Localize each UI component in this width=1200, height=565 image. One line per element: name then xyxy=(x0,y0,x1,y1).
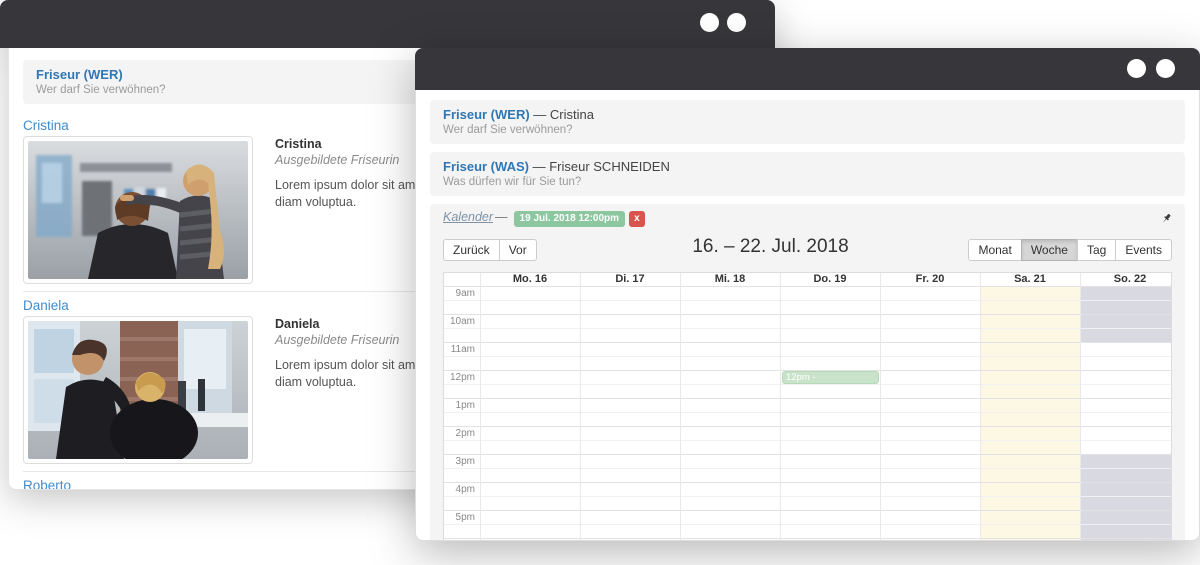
staff-link-cristina[interactable]: Cristina xyxy=(23,118,69,133)
column-divider xyxy=(480,273,481,540)
day-header-di: Di. 17 xyxy=(615,273,645,285)
staff-row: Cristina Ausgebildete Friseurin Lorem ip… xyxy=(23,136,760,284)
window-control-dot[interactable] xyxy=(1127,59,1146,78)
pushpin-icon[interactable] xyxy=(1159,212,1173,226)
staff-item-roberto: Roberto xyxy=(23,472,760,490)
window-control-dot[interactable] xyxy=(1156,59,1175,78)
next-week-button[interactable]: Vor xyxy=(498,239,537,261)
calendar-view-group: Monat Woche Tag Events xyxy=(968,239,1172,261)
staff-detail-role: Ausgebildete Friseurin xyxy=(275,333,400,347)
staff-photo-daniela[interactable] xyxy=(23,316,253,464)
column-divider xyxy=(580,273,581,540)
day-header-mi: Mi. 18 xyxy=(714,273,746,285)
view-day-button[interactable]: Tag xyxy=(1076,239,1117,261)
right-window-body: Friseur (WER) — Cristina Wer darf Sie ve… xyxy=(415,90,1200,541)
salon-photo-illustration xyxy=(28,321,248,459)
staff-link-daniela[interactable]: Daniela xyxy=(23,298,69,313)
day-header-do: Do. 19 xyxy=(813,273,847,285)
window-control-dot[interactable] xyxy=(700,13,719,32)
view-month-button[interactable]: Monat xyxy=(968,239,1022,261)
column-divider xyxy=(1080,273,1081,540)
step-was-subtitle: Was dürfen wir für Sie tun? xyxy=(443,176,582,188)
step-was-title: Friseur (WAS) — Friseur SCHNEIDEN xyxy=(443,158,1172,175)
view-events-button[interactable]: Events xyxy=(1115,239,1172,261)
calendar-nav-group: Zurück Vor xyxy=(443,239,537,261)
day-header-mo: Mo. 16 xyxy=(512,273,548,285)
hour-gridlines xyxy=(444,286,1171,540)
column-divider xyxy=(680,273,681,540)
staff-detail-role: Ausgebildete Friseurin xyxy=(275,153,400,167)
time-label: 10am xyxy=(449,316,475,327)
step-panel-kalender: Kalender — 19 Jul. 2018 12:00pm x Zurück Vo… xyxy=(430,204,1185,541)
column-divider xyxy=(880,273,881,540)
day-header-so: So. 22 xyxy=(1113,273,1147,285)
description-line: diam voluptua. xyxy=(275,195,357,209)
dash-separator: — xyxy=(495,210,508,224)
step-selection: — Friseur SCHNEIDEN xyxy=(532,159,670,174)
step-wer-title: Friseur (WER) — Cristina xyxy=(443,106,1172,123)
column-divider xyxy=(980,273,981,540)
staff-row: Daniela Ausgebildete Friseurin Lorem ips… xyxy=(23,316,760,464)
remove-selection-button[interactable]: x xyxy=(629,211,645,227)
week-calendar-grid[interactable]: Mo. 16 Di. 17 Mi. 18 Do. 19 Fr. 20 Sa. 2… xyxy=(443,272,1172,541)
left-window-titlebar xyxy=(0,0,775,48)
staff-item-daniela: Daniela xyxy=(23,292,760,472)
time-label: 3pm xyxy=(455,456,475,467)
selected-slot-badge: 19 Jul. 2018 12:00pm xyxy=(513,211,626,227)
staff-item-cristina: Cristina xyxy=(23,112,760,292)
step-wer-subtitle: Wer darf Sie verwöhnen? xyxy=(443,124,573,136)
right-window-titlebar xyxy=(415,48,1200,90)
column-divider xyxy=(780,273,781,540)
staff-detail-name: Daniela xyxy=(275,317,320,331)
prev-week-button[interactable]: Zurück xyxy=(443,239,500,261)
kalender-header: Kalender — 19 Jul. 2018 12:00pm x xyxy=(443,210,1172,229)
staff-link-roberto[interactable]: Roberto xyxy=(23,478,72,490)
step-selection: — Cristina xyxy=(533,107,594,122)
day-header-sa: Sa. 21 xyxy=(1014,273,1046,285)
day-header-fr: Fr. 20 xyxy=(915,273,945,285)
calendar-title: 16. – 22. Jul. 2018 xyxy=(692,236,849,257)
time-label: 2pm xyxy=(455,428,475,439)
step-wer-title: Friseur (WER) xyxy=(36,67,123,82)
description-line: diam voluptua. xyxy=(275,375,357,389)
salon-photo-illustration xyxy=(28,141,248,279)
step-label: Friseur (WER) xyxy=(443,107,530,122)
window-control-dot[interactable] xyxy=(727,13,746,32)
step-panel-was-summary[interactable]: Friseur (WAS) — Friseur SCHNEIDEN Was dü… xyxy=(430,152,1185,196)
time-label: 12pm xyxy=(449,372,475,383)
time-label: 1pm xyxy=(455,400,475,411)
step-panel-wer-summary[interactable]: Friseur (WER) — Cristina Wer darf Sie ve… xyxy=(430,100,1185,144)
step-wer-subtitle: Wer darf Sie verwöhnen? xyxy=(36,84,166,96)
staff-detail-name: Cristina xyxy=(275,137,322,151)
time-label: 9am xyxy=(455,288,475,299)
time-label: 6pm xyxy=(444,540,475,541)
time-label: 11am xyxy=(450,344,475,355)
time-label: 4pm xyxy=(455,484,475,495)
step-label: Friseur (WAS) xyxy=(443,159,529,174)
booking-calendar-window: Friseur (WER) — Cristina Wer darf Sie ve… xyxy=(415,48,1200,541)
booked-event-do-12pm[interactable]: 12pm - xyxy=(782,371,879,384)
staff-photo-cristina[interactable] xyxy=(23,136,253,284)
time-label: 5pm xyxy=(455,512,475,523)
view-week-button[interactable]: Woche xyxy=(1020,239,1078,261)
kalender-link[interactable]: Kalender xyxy=(443,210,494,224)
calendar-toolbar: Zurück Vor 16. – 22. Jul. 2018 Monat Woc… xyxy=(443,236,1172,261)
